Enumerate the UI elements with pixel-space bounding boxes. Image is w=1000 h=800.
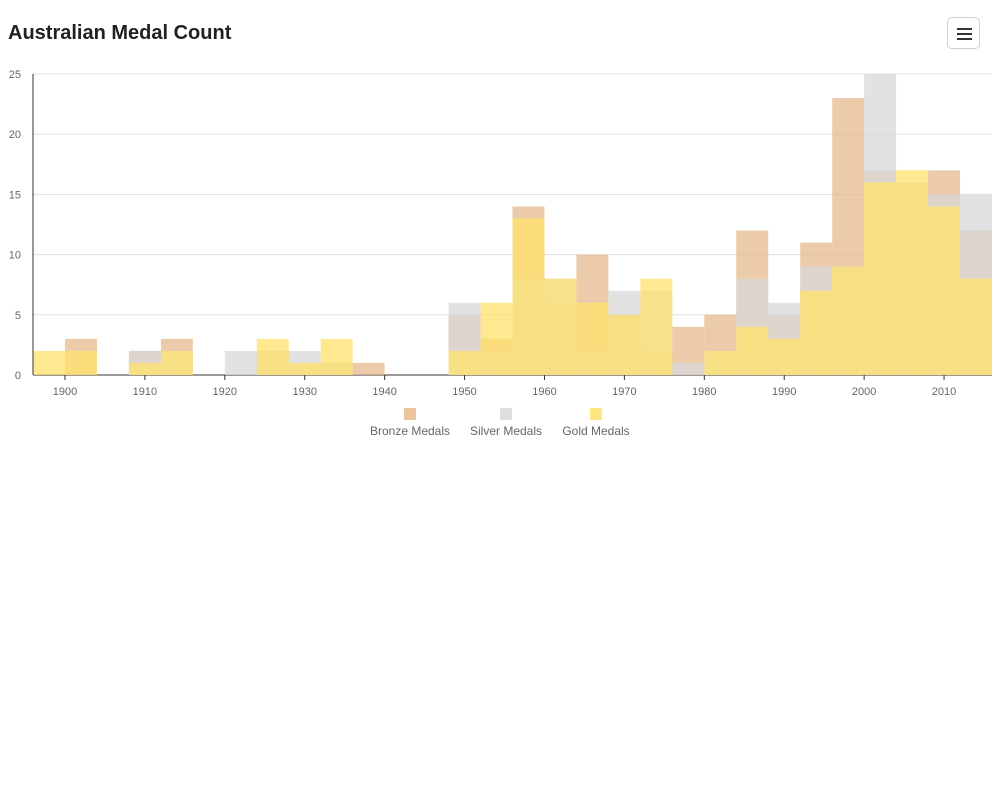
bar[interactable] [544, 278, 577, 375]
bar[interactable] [832, 266, 865, 375]
x-tick-label: 1940 [372, 386, 396, 398]
legend-swatch [590, 408, 602, 420]
bar-series [33, 74, 992, 375]
legend-label: Bronze Medals [370, 424, 450, 438]
bar[interactable] [512, 218, 545, 375]
bar[interactable] [576, 302, 609, 375]
x-tick-label: 2010 [932, 386, 956, 398]
bar[interactable] [128, 362, 161, 375]
x-tick-label: 1930 [292, 386, 316, 398]
x-tick-label: 1980 [692, 386, 716, 398]
y-tick-label: 15 [9, 189, 21, 201]
x-tick-label: 1990 [772, 386, 796, 398]
bar[interactable] [928, 206, 961, 375]
bar[interactable] [224, 350, 257, 375]
medal-chart: 0 5 10 15 20 25 1900 1910 1920 1930 1940 1950 1960 19… [9, 69, 992, 438]
x-tick-label: 1900 [53, 386, 77, 398]
legend[interactable]: Bronze Medals Silver Medals Gold Medals [370, 408, 630, 438]
legend-swatch [500, 408, 512, 420]
hamburger-menu-icon [957, 28, 972, 30]
legend-label: Gold Medals [562, 424, 629, 438]
bar[interactable] [352, 362, 385, 375]
legend-item[interactable]: Bronze Medals [370, 408, 450, 438]
bar[interactable] [64, 350, 97, 375]
axes: 0 5 10 15 20 25 1900 1910 1920 1930 1940 1950 1960 19… [9, 69, 957, 398]
x-tick-label: 1970 [612, 386, 636, 398]
bar[interactable] [672, 362, 705, 375]
x-tick-label: 1910 [133, 386, 157, 398]
y-tick-label: 10 [9, 250, 21, 262]
bar[interactable] [960, 278, 992, 375]
page-title: Australian Medal Count [8, 22, 232, 44]
bar[interactable] [256, 338, 289, 375]
series-gold-medals [33, 170, 992, 375]
chart-menu-button[interactable] [947, 17, 980, 49]
bar[interactable] [448, 350, 481, 375]
y-tick-label: 0 [15, 370, 21, 382]
bar[interactable] [320, 338, 353, 375]
bar[interactable] [864, 182, 897, 375]
bar[interactable] [768, 338, 801, 375]
bar[interactable] [736, 326, 769, 375]
y-tick-label: 25 [9, 69, 21, 81]
bar[interactable] [160, 350, 193, 375]
bar[interactable] [480, 302, 513, 375]
bar[interactable] [800, 290, 833, 375]
bar[interactable] [608, 314, 641, 375]
x-tick-label: 1920 [213, 386, 237, 398]
x-tick-label: 2000 [852, 386, 876, 398]
x-tick-label: 1960 [532, 386, 556, 398]
bar[interactable] [704, 350, 737, 375]
x-tick-label: 1950 [452, 386, 476, 398]
bar[interactable] [896, 170, 929, 375]
legend-label: Silver Medals [470, 424, 542, 438]
legend-swatch [404, 408, 416, 420]
y-tick-label: 5 [15, 310, 21, 322]
y-tick-label: 20 [9, 129, 21, 141]
bar[interactable] [33, 350, 65, 375]
bar[interactable] [288, 362, 321, 375]
legend-item[interactable]: Gold Medals [562, 408, 630, 438]
legend-item[interactable]: Silver Medals [470, 408, 542, 438]
bar[interactable] [640, 278, 673, 375]
